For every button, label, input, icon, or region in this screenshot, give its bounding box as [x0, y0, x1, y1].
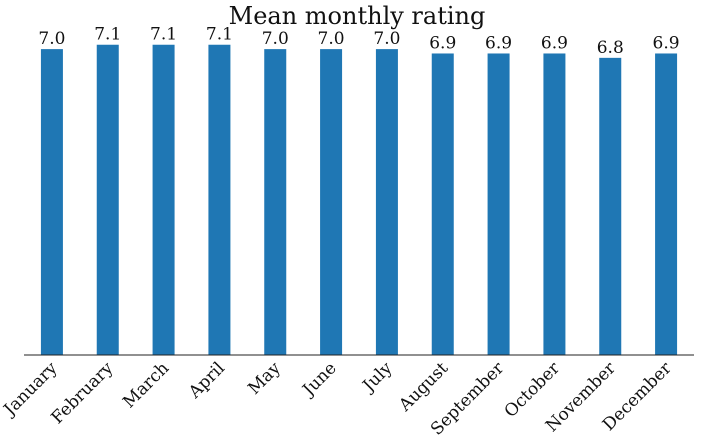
x-tick-label-may: May: [244, 358, 285, 399]
bar-april: [208, 44, 231, 356]
value-label-may: 7.0: [262, 29, 289, 49]
x-tick-label-june: June: [298, 358, 341, 401]
bar-june: [320, 49, 343, 356]
value-label-september: 6.9: [485, 33, 512, 53]
bar-january: [40, 49, 63, 356]
chart-title: Mean monthly rating: [229, 2, 486, 30]
x-tick-label-february: February: [47, 358, 117, 428]
x-tick-label-april: April: [184, 358, 229, 403]
bar-november: [599, 57, 622, 355]
value-label-november: 6.8: [597, 38, 624, 58]
value-label-july: 7.0: [373, 29, 400, 49]
bar-may: [264, 49, 287, 356]
value-label-december: 6.9: [653, 33, 680, 53]
value-label-october: 6.9: [541, 33, 568, 53]
value-label-february: 7.1: [94, 25, 121, 45]
value-label-march: 7.1: [150, 25, 177, 45]
value-label-august: 6.9: [429, 33, 456, 53]
value-label-january: 7.0: [38, 29, 65, 49]
bar-march: [152, 44, 175, 356]
bars-group: [40, 44, 678, 356]
bar-september: [487, 53, 510, 355]
value-label-june: 7.0: [318, 29, 345, 49]
x-tick-label-march: March: [119, 358, 173, 412]
bar-december: [655, 53, 678, 355]
bar-october: [543, 53, 566, 355]
x-tick-label-july: July: [358, 358, 397, 397]
value-label-april: 7.1: [206, 25, 233, 45]
bar-february: [96, 44, 119, 356]
bar-august: [431, 53, 454, 355]
value-labels-group: 7.0 7.1 7.1 7.1 7.0 7.0 7.0 6.9 6.9 6.9 6.8 6.9: [38, 25, 679, 58]
bar-july: [375, 49, 398, 356]
